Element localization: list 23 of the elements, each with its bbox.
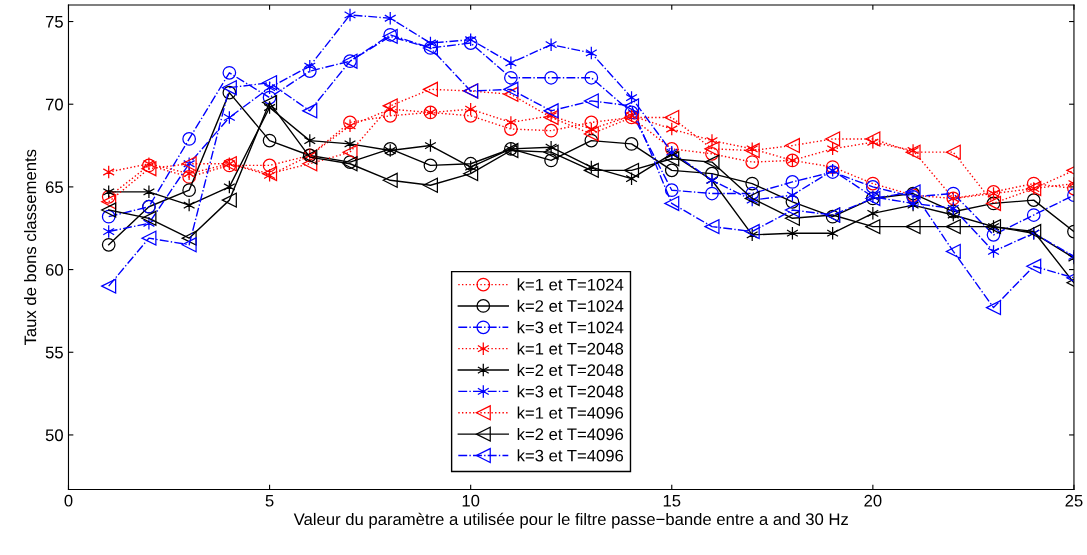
- legend-label: k=3 et T=2048: [517, 385, 624, 398]
- legend-label: k=2 et T=1024: [517, 299, 624, 312]
- x-tick-label: 0: [64, 494, 73, 507]
- y-tick-label: 75: [45, 16, 63, 28]
- legend-label: k=2 et T=2048: [517, 363, 624, 377]
- y-tick-label: 60: [45, 263, 63, 276]
- x-axis-title: Valeur du paramètre a utilisée pour le filtre passe−bande entre a and 30 Hz: [293, 512, 848, 529]
- y-axis-title: Taux de bons classements: [23, 149, 37, 346]
- legend-label: k=3 et T=4096: [517, 449, 624, 462]
- x-tick-label: 10: [462, 494, 480, 507]
- legend-label: k=2 et T=4096: [517, 427, 624, 441]
- x-tick-label: 15: [663, 494, 681, 507]
- legend-label: k=1 et T=4096: [517, 406, 624, 419]
- y-tick-label: 65: [45, 181, 63, 194]
- y-tick-label: 55: [45, 346, 63, 359]
- legend-label: k=3 et T=1024: [517, 321, 624, 334]
- x-tick-label: 20: [864, 494, 882, 507]
- x-tick-label: 5: [265, 494, 274, 507]
- x-tick-label: 25: [1065, 494, 1083, 507]
- y-tick-label: 70: [45, 98, 63, 111]
- legend-label: k=1 et T=2048: [517, 342, 624, 355]
- legend-label: k=1 et T=1024: [517, 278, 624, 291]
- y-tick-label: 50: [45, 429, 63, 442]
